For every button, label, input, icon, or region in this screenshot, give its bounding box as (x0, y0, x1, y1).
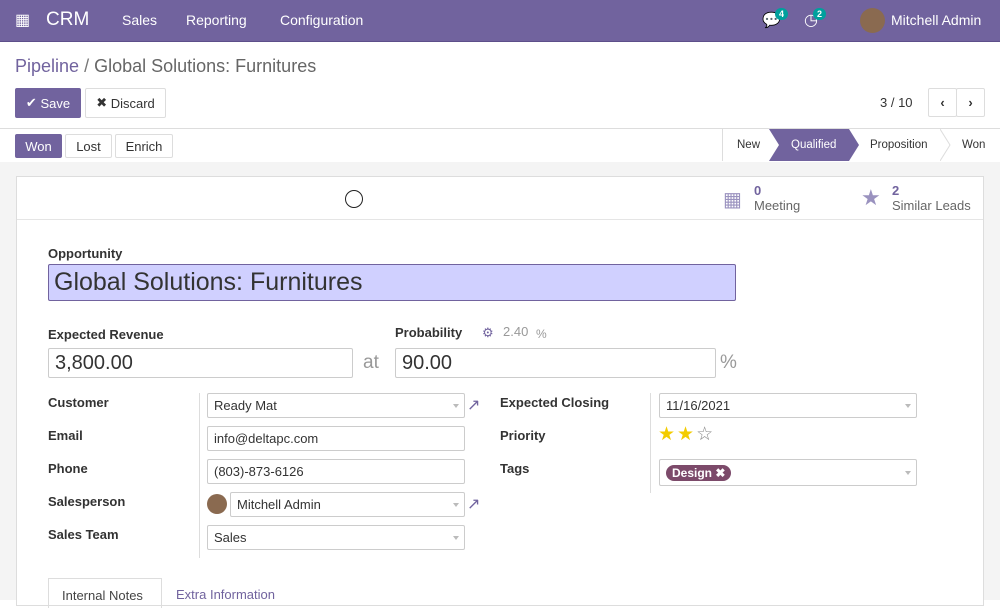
auto-probability: 2.40 (503, 324, 529, 339)
mouse-cursor (345, 190, 363, 208)
messages-badge: 4 (775, 8, 789, 20)
stage-new[interactable]: New (737, 139, 761, 151)
stage-qualified[interactable]: Qualified (791, 139, 837, 151)
salesperson-avatar (207, 494, 227, 514)
breadcrumb-pipeline[interactable]: Pipeline (15, 56, 80, 76)
sales-team-select[interactable]: Sales (207, 525, 465, 550)
tab-extra-information[interactable]: Extra Information (176, 587, 275, 602)
opportunity-name-input[interactable]: Global Solutions: Furnitures (48, 264, 736, 301)
menu-configuration[interactable]: Configuration (280, 12, 364, 28)
enrich-button[interactable]: Enrich (115, 134, 173, 158)
salesperson-select[interactable]: Mitchell Admin (230, 492, 465, 517)
priority-stars[interactable]: ★★☆ (658, 423, 715, 446)
discard-button[interactable]: ✖ Discard (85, 88, 166, 118)
won-button[interactable]: Won (15, 134, 62, 158)
user-avatar[interactable] (860, 8, 885, 33)
email-field[interactable]: info@deltapc.com (207, 426, 465, 451)
tab-internal-notes[interactable]: Internal Notes (48, 578, 162, 608)
pager-previous-button[interactable]: ‹ (928, 88, 957, 117)
star-icon: ★ (861, 185, 881, 210)
divider (0, 128, 1000, 129)
pager-next-button[interactable]: › (956, 88, 985, 117)
breadcrumb: Pipeline / Global Solutions: Furnitures (15, 56, 317, 76)
stage-proposition[interactable]: Proposition (870, 139, 928, 151)
meeting-button[interactable]: ▦ 0 Meeting (723, 183, 801, 213)
breadcrumb-current: Global Solutions: Furnitures (94, 56, 317, 76)
save-button[interactable]: ✔ Save (15, 88, 81, 118)
star-filled-icon[interactable]: ★ (677, 424, 697, 445)
tag-design: Design ✖ (666, 464, 732, 481)
pager-value: 3 / 10 (880, 95, 913, 110)
expected-revenue-input[interactable]: 3,800.00 (48, 348, 353, 378)
expected-closing-date[interactable]: 11/16/2021 (659, 393, 917, 418)
stage-won[interactable]: Won (962, 139, 986, 151)
apps-menu-icon[interactable]: ▦ (15, 12, 31, 29)
phone-field[interactable]: (803)-873-6126 (207, 459, 465, 484)
similar-leads-button[interactable]: ★ 2 Similar Leads (861, 183, 971, 213)
app-name[interactable]: CRM (46, 9, 90, 30)
customer-select[interactable]: Ready Mat (207, 393, 465, 418)
activities-badge: 2 (813, 8, 827, 20)
star-empty-icon[interactable]: ☆ (696, 424, 716, 445)
probability-input[interactable]: 90.00 (395, 348, 716, 378)
external-link-icon[interactable]: ↗ (467, 397, 481, 414)
gear-icon[interactable]: ⚙ (482, 325, 494, 340)
remove-tag-icon[interactable]: ✖ (715, 465, 726, 480)
menu-reporting[interactable]: Reporting (186, 12, 247, 28)
lost-button[interactable]: Lost (65, 134, 112, 158)
top-navbar: ▦ CRM Sales Reporting Configuration 💬 4 … (0, 0, 1000, 42)
star-filled-icon[interactable]: ★ (658, 424, 678, 445)
stage-qualified-bg (769, 129, 859, 161)
tags-input[interactable]: Design ✖ (659, 459, 917, 486)
form-sheet: ▦ 0 Meeting ★ 2 Similar Leads Opportunit… (16, 176, 984, 608)
menu-sales[interactable]: Sales (122, 12, 158, 28)
user-name[interactable]: Mitchell Admin (891, 12, 982, 28)
external-link-icon[interactable]: ↗ (467, 496, 481, 513)
calendar-icon: ▦ (723, 189, 742, 211)
